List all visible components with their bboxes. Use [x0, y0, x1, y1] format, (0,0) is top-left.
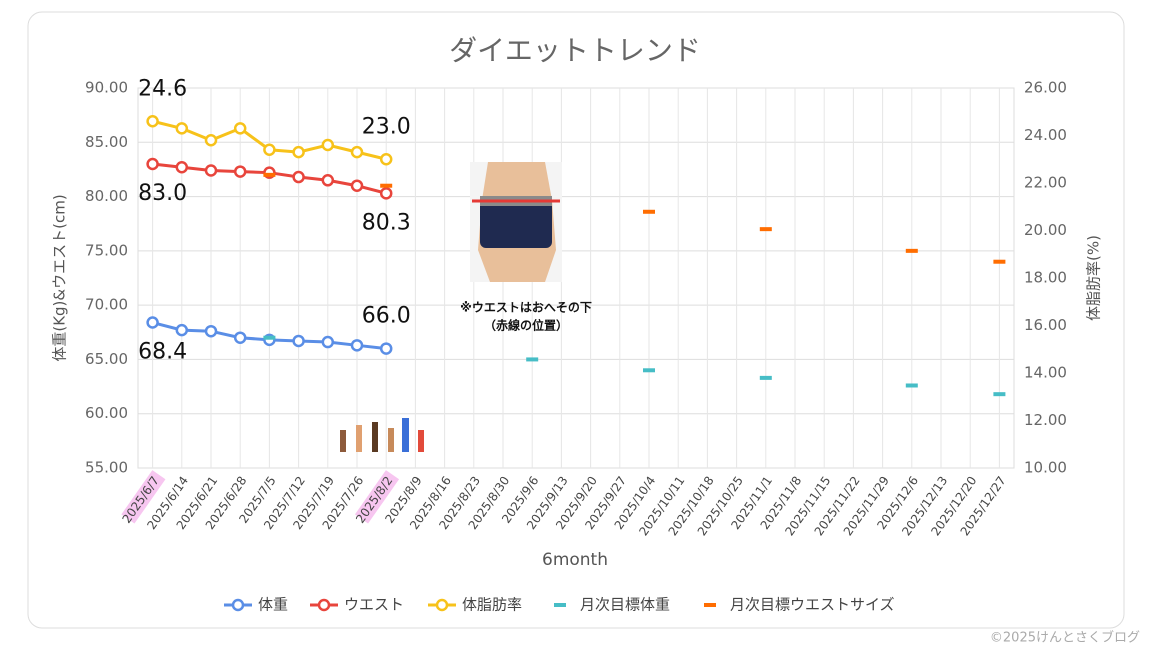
y2-tick-label: 14.00: [1024, 364, 1067, 382]
target-dash: [380, 183, 393, 188]
chart-title: ダイエットトレンド: [449, 34, 701, 67]
target-dash: [905, 383, 918, 388]
data-point: [204, 324, 218, 338]
y-tick-label: 55.00: [85, 459, 128, 477]
target-dash: [759, 227, 772, 232]
legend-label: 体脂肪率: [462, 596, 522, 614]
y-tick-label: 65.00: [85, 350, 128, 368]
y-tick-label: 60.00: [85, 404, 128, 422]
y2-tick-label: 12.00: [1024, 411, 1067, 429]
data-point: [292, 145, 305, 159]
legend: 体重 ウエスト 体脂肪率 月次目標体重 月次目標ウエストサイズ: [224, 596, 895, 614]
data-point: [292, 334, 305, 348]
y2-tick-label: 22.00: [1024, 174, 1067, 192]
data-point: [146, 157, 159, 171]
data-label: 80.3: [362, 210, 411, 235]
data-point: [379, 342, 393, 355]
hand: [418, 430, 424, 452]
hands-illustration: [340, 418, 424, 452]
legend-label: 体重: [258, 596, 288, 614]
data-point: [175, 323, 189, 337]
legend-label: 月次目標体重: [580, 596, 670, 614]
chart-frame: [27, 11, 1125, 629]
target-dash: [263, 335, 276, 340]
hand: [372, 422, 378, 452]
data-point: [379, 153, 393, 166]
y2-axis-label: 体脂肪率(%): [1085, 235, 1103, 321]
data-point: [204, 134, 218, 147]
target-dash: [993, 259, 1006, 264]
target-dash: [263, 172, 276, 177]
data-point: [321, 138, 335, 152]
y-tick-label: 75.00: [85, 241, 128, 259]
y2-tick-label: 26.00: [1024, 79, 1067, 97]
target-dash: [526, 357, 539, 362]
data-point: [350, 179, 364, 192]
watermark: ©2025けんとさくブログ: [990, 630, 1140, 646]
data-point: [321, 174, 335, 187]
target-dash: [643, 209, 655, 214]
legend-label: 月次目標ウエストサイズ: [730, 596, 895, 614]
data-point: [146, 115, 159, 128]
legend-label: ウエスト: [344, 596, 404, 614]
data-point: [350, 339, 364, 352]
target-dash: [759, 375, 772, 380]
y-tick-label: 90.00: [85, 79, 128, 97]
hand: [340, 430, 346, 452]
annotation: （赤線の位置）: [484, 318, 568, 333]
y2-tick-label: 20.00: [1024, 221, 1067, 239]
category-highlight: [121, 470, 166, 524]
target-dash: [643, 368, 655, 373]
data-point: [146, 316, 159, 329]
x-axis-label: 6month: [542, 550, 608, 570]
data-label: 24.6: [138, 76, 187, 101]
data-label: 23.0: [362, 114, 411, 139]
legend-marker: [704, 603, 716, 607]
data-point: [233, 122, 247, 135]
data-point: [233, 331, 247, 344]
legend-marker: [435, 598, 449, 612]
legend-marker: [231, 598, 245, 612]
waist-illustration: [470, 162, 562, 282]
data-point: [321, 335, 335, 349]
y-tick-label: 80.00: [85, 187, 128, 205]
data-point: [350, 145, 364, 159]
data-point: [204, 164, 218, 177]
legend-marker: [317, 598, 331, 612]
data-point: [379, 187, 393, 200]
data-point: [233, 165, 247, 178]
y2-tick-label: 24.00: [1024, 126, 1067, 144]
data-point: [175, 161, 189, 174]
y-axis-label: 体重(Kg)&ウエスト(cm): [51, 194, 69, 361]
target-dash: [905, 248, 918, 253]
y-tick-label: 85.00: [85, 133, 128, 151]
data-label: 83.0: [138, 181, 187, 206]
category-highlight: [354, 470, 400, 524]
target-dash: [993, 392, 1006, 397]
hand: [402, 418, 409, 452]
legend-marker: [554, 603, 566, 607]
data-point: [292, 170, 305, 184]
data-point: [175, 122, 189, 135]
data-label: 68.4: [138, 340, 187, 365]
data-label: 66.0: [362, 304, 411, 329]
hand: [388, 428, 394, 452]
y2-tick-label: 10.00: [1024, 459, 1067, 477]
underwear: [480, 196, 552, 248]
y2-tick-label: 16.00: [1024, 316, 1067, 334]
y2-tick-label: 18.00: [1024, 269, 1067, 287]
annotation: ※ウエストはおへその下: [460, 301, 592, 315]
data-point: [263, 143, 276, 156]
hand: [356, 425, 362, 452]
y-tick-label: 70.00: [85, 296, 128, 314]
